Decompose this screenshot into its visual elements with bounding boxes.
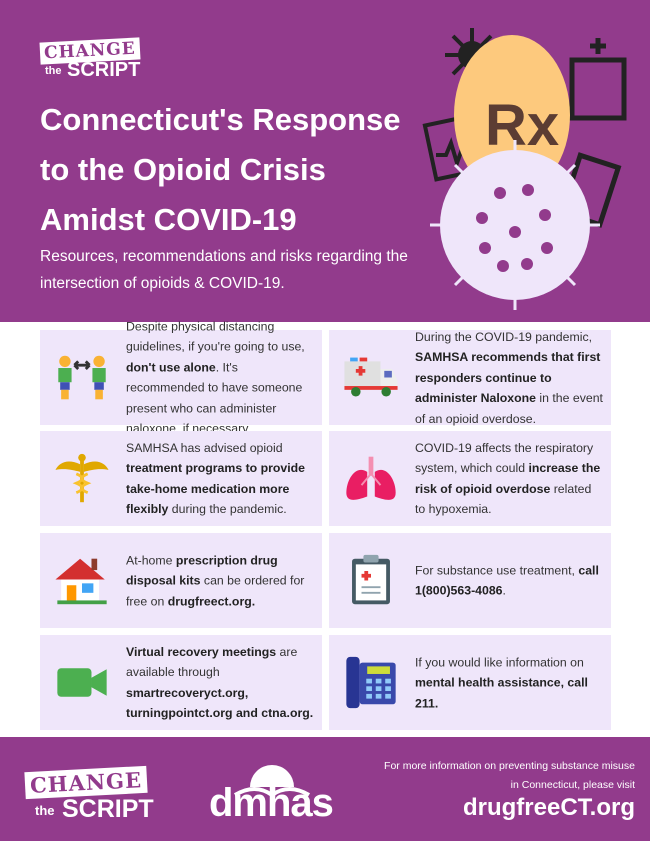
card-text-segment: are available through [126,644,298,680]
card-text-bold: call 1(800)563-4086 [415,563,599,598]
card-text-segment: For substance use treatment, [415,563,579,577]
logo-the: the [45,65,62,77]
ambulance-icon [344,357,398,397]
card-text-bold: don't use alone [126,360,216,374]
card-text-segment: COVID-19 affects the respiratory system,… [415,440,594,476]
card-text-bold: mental health assistance, call 211. [415,675,588,710]
people-distance-icon [58,355,106,400]
card-text-segment: in the event of an opioid overdose. [415,390,603,426]
sunrise-book-icon [233,765,311,798]
card-text: For substance use treatment, call 1(800)… [415,560,603,601]
card-text: During the COVID-19 pandemic, SAMHSA rec… [415,326,603,429]
info-card: If you would like information on mental … [329,635,611,730]
card-text-bold: smartrecoveryct.org, turningpointct.org … [126,685,314,721]
card-text-bold: drugfreect.org. [167,593,256,608]
info-card: Despite physical distancing guidelines, … [40,319,322,436]
card-text-bold: SAMHSA recommends that first responders … [415,349,601,405]
card-text-segment: During the COVID-19 pandemic, [415,329,593,344]
card-text-bold: prescription drug disposal kits [126,552,278,588]
dmhas-logo: dmhas [205,757,335,832]
card-text: Despite physical distancing guidelines, … [126,316,314,439]
telephone-icon [346,656,396,709]
card-text-segment: during the pandemic. [168,502,287,516]
dmhas-text: dmhas [209,781,334,825]
card-text-segment: can be ordered for free on [126,573,305,608]
card-text-segment: If you would like information on [415,654,584,669]
caduceus-icon [55,453,109,503]
card-text-bold: treatment programs to provide take-home … [126,461,306,516]
header-illustration: Rx [422,28,627,310]
footer: CHANGE the SCRIPT dmhas For more informa… [0,737,650,841]
header-banner: CHANGE the SCRIPT Connecticut's Response… [0,0,650,322]
hospital-icon [569,38,627,121]
video-camera-icon [57,668,107,697]
coronavirus-icon [430,140,600,310]
logo-the: the [35,803,55,818]
card-text-segment: At-home [126,552,176,567]
logo-script: SCRIPT [67,59,141,81]
card-text-bold: Virtual recovery meetings [126,644,277,659]
card-text-segment: . [502,583,506,598]
logo-script: SCRIPT [62,795,154,823]
card-text: Virtual recovery meetings are available … [126,642,314,724]
info-card: Virtual recovery meetings are available … [40,635,322,730]
change-the-script-logo: CHANGE the SCRIPT [39,37,155,85]
info-card: At-home prescription drug disposal kits … [40,533,322,628]
info-card: COVID-19 affects the respiratory system,… [329,431,611,526]
page-subtitle: Resources, recommendations and risks reg… [40,248,408,292]
card-text: COVID-19 affects the respiratory system,… [415,438,603,520]
card-text-segment: related to hypoxemia. [415,481,592,517]
card-text: SAMHSA has advised opioid treatment prog… [126,438,314,520]
info-card: SAMHSA has advised opioid treatment prog… [40,431,322,526]
card-text-segment: Despite physical distancing guidelines, … [126,319,305,354]
house-icon [55,558,107,605]
clipboard-icon [352,554,390,605]
info-card: During the COVID-19 pandemic, SAMHSA rec… [329,329,611,425]
card-text-segment: SAMHSA has advised opioid [126,440,283,455]
footer-change-the-script-logo: CHANGE the SCRIPT [24,765,165,827]
rx-text: Rx [485,93,559,158]
footer-website-link[interactable]: drugfreeCT.org [462,794,635,821]
info-card: For substance use treatment, call 1(800)… [329,533,611,628]
footer-info: For more information on preventing subst… [384,760,635,791]
card-text: At-home prescription drug disposal kits … [126,550,314,612]
lungs-icon [346,456,396,500]
card-text: If you would like information on mental … [415,652,603,714]
card-text-bold: increase the risk of opioid overdose [415,461,601,496]
page-title: Connecticut's Response to the Opioid Cri… [40,102,401,237]
